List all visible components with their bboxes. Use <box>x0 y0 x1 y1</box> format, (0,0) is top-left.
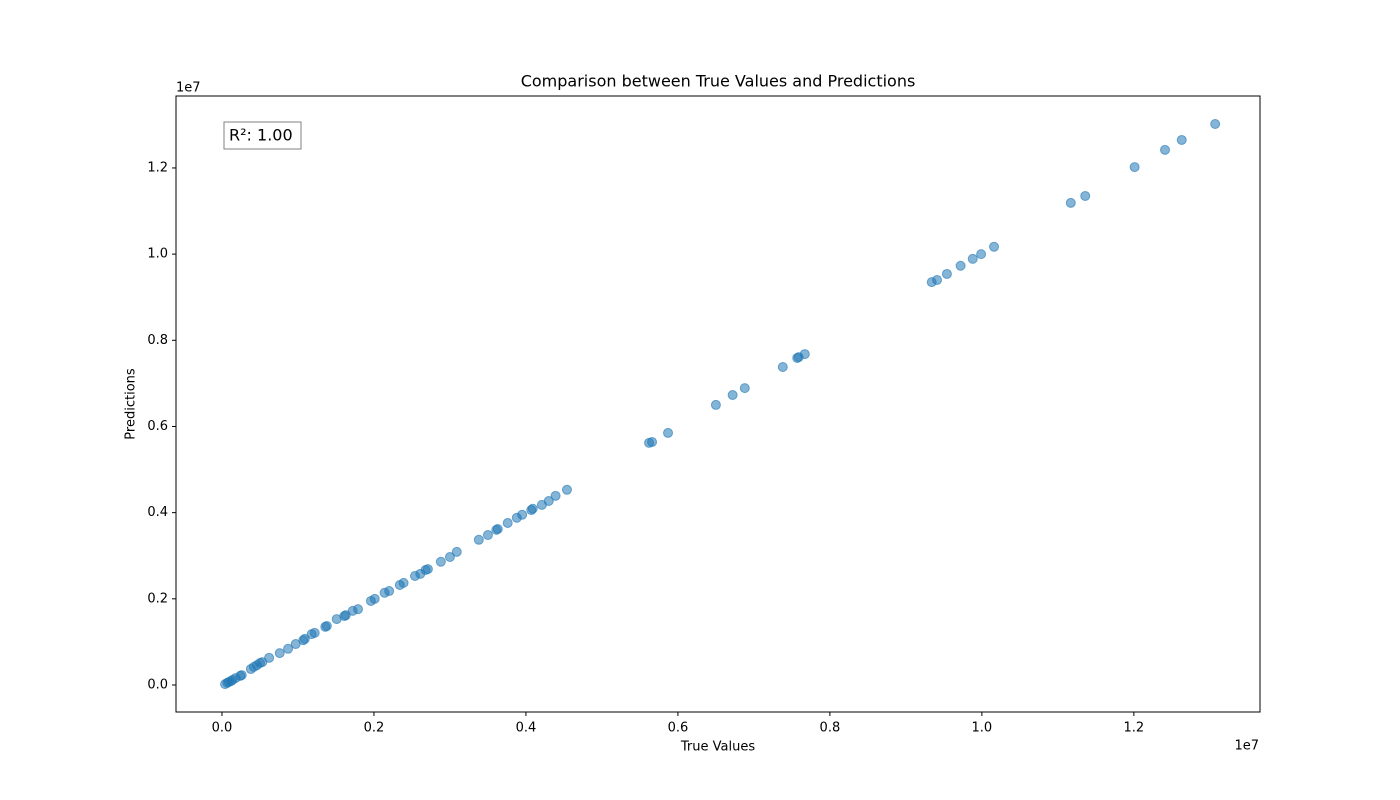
y-axis-label: Predictions <box>124 368 139 440</box>
y-tick-label: 0.6 <box>147 419 168 434</box>
point <box>1176 134 1187 145</box>
point <box>422 564 433 575</box>
point <box>482 530 493 541</box>
x-tick-label: 0.0 <box>212 721 233 736</box>
point <box>941 268 952 279</box>
point <box>283 643 294 654</box>
point <box>1210 119 1221 130</box>
point <box>647 436 658 447</box>
x-tick-label: 0.6 <box>668 721 689 736</box>
x-tick-label: 0.4 <box>516 721 537 736</box>
point <box>527 503 538 514</box>
x-tick-label: 0.2 <box>364 721 385 736</box>
point <box>473 534 484 545</box>
x-tick-label: 0.8 <box>820 721 841 736</box>
point <box>451 546 462 557</box>
plot-frame <box>175 95 1261 713</box>
point <box>739 383 750 394</box>
y-tick-label: 1.0 <box>147 247 168 262</box>
y-tick-label: 0.8 <box>147 333 168 348</box>
point <box>799 349 810 360</box>
point <box>663 427 674 438</box>
point <box>264 652 275 663</box>
y-tick-label: 0.0 <box>147 677 168 692</box>
point <box>369 593 380 604</box>
point <box>1080 190 1091 201</box>
point <box>727 390 738 401</box>
x-offset-label: 1e7 <box>1234 739 1259 754</box>
point <box>352 604 363 615</box>
point <box>444 552 455 563</box>
point <box>989 241 1000 252</box>
chart-title: Comparison between True Values and Predi… <box>521 72 916 91</box>
point <box>932 274 943 285</box>
point <box>398 577 409 588</box>
point <box>967 253 978 264</box>
annotation: R²: 1.00 <box>229 126 293 145</box>
point <box>435 556 446 567</box>
point <box>1129 162 1140 173</box>
x-tick-label: 1.2 <box>1124 721 1145 736</box>
point <box>561 484 572 495</box>
point <box>976 249 987 260</box>
point <box>1160 144 1171 155</box>
point <box>236 670 247 681</box>
y-tick-label: 1.2 <box>147 160 168 175</box>
y-tick-label: 0.2 <box>147 591 168 606</box>
point <box>309 627 320 638</box>
point <box>777 362 788 373</box>
point <box>299 633 310 644</box>
point <box>517 509 528 520</box>
y-tick-label: 0.4 <box>147 505 168 520</box>
point <box>550 490 561 501</box>
point <box>1065 197 1076 208</box>
point <box>492 524 503 535</box>
point <box>384 586 395 597</box>
point <box>321 620 332 631</box>
x-axis-label: True Values <box>680 740 755 755</box>
point <box>543 496 554 507</box>
point <box>955 260 966 271</box>
point <box>274 648 285 659</box>
y-offset-label: 1e7 <box>176 81 201 96</box>
point <box>710 399 721 410</box>
annotation-box <box>223 121 302 150</box>
x-tick-label: 1.0 <box>972 721 993 736</box>
point <box>502 517 513 528</box>
